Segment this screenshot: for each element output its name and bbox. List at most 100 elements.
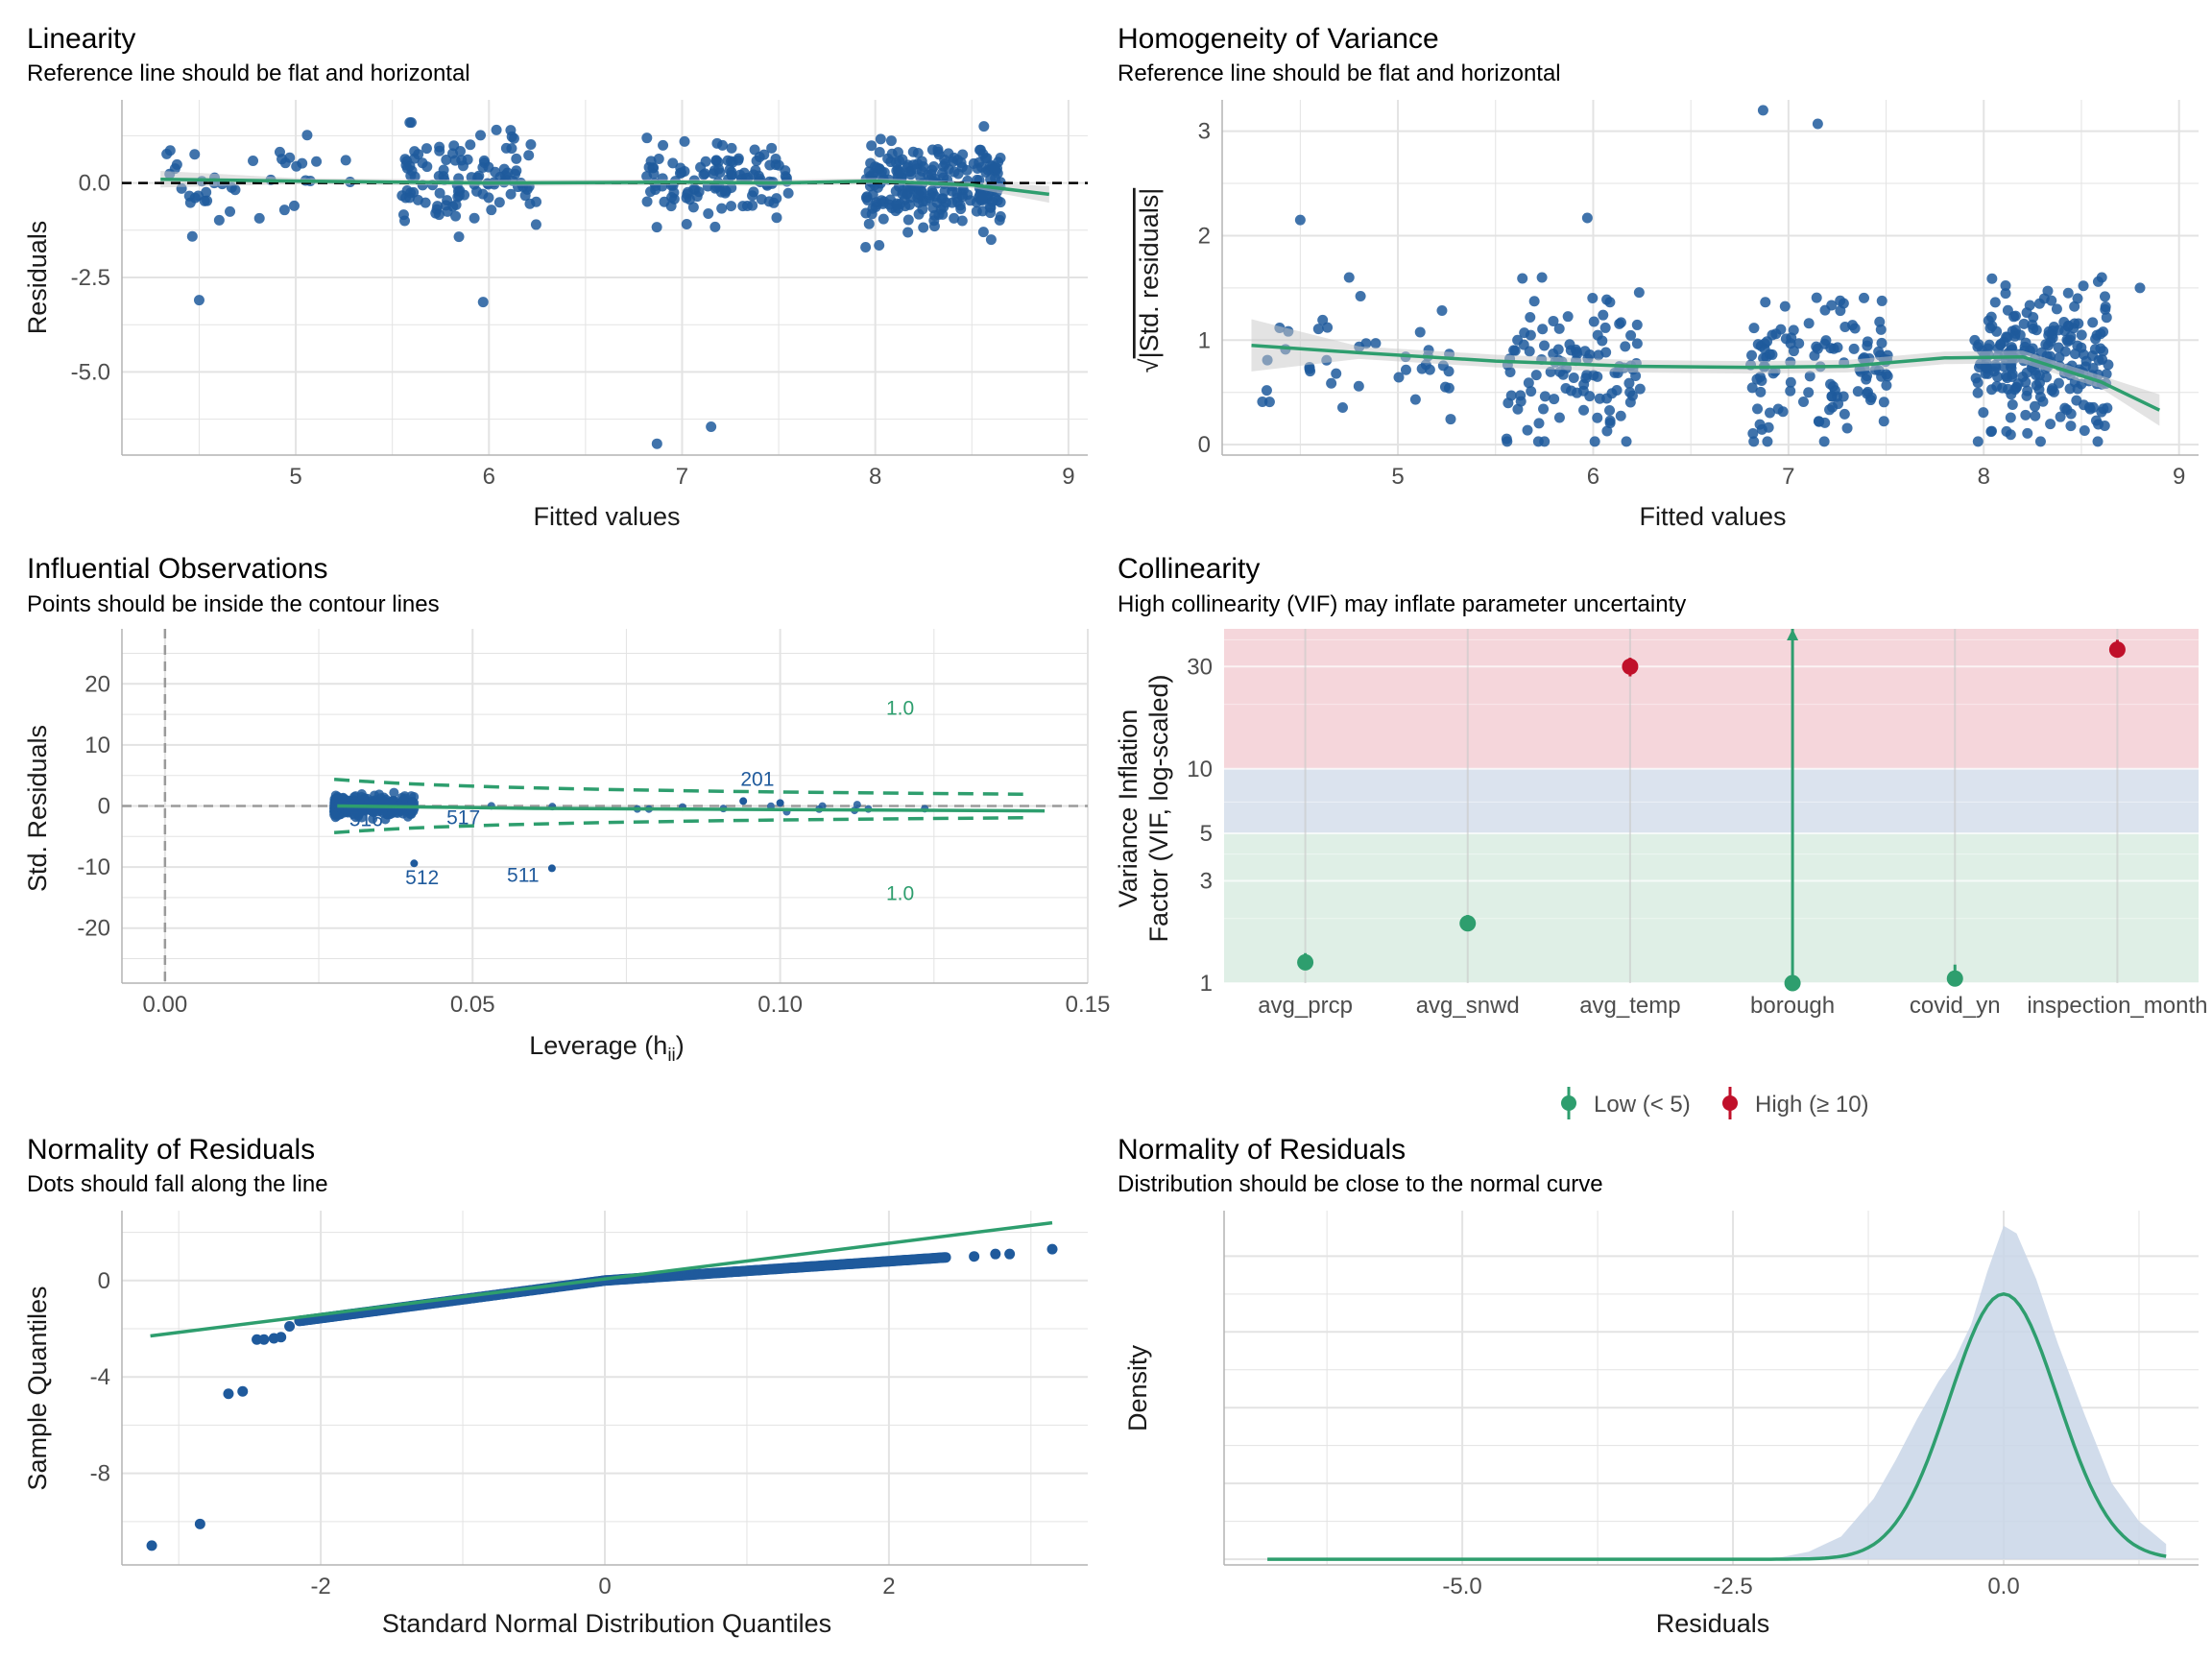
influential-subtitle: Points should be inside the contour line…: [27, 591, 440, 617]
collinearity-y-tick-label: 10: [1187, 757, 1213, 782]
linearity-point: [949, 166, 960, 178]
homogeneity-point: [1986, 320, 1998, 331]
homogeneity-point: [2073, 318, 2084, 329]
linearity-point: [912, 148, 924, 159]
linearity-point: [479, 156, 491, 168]
homogeneity-point: [2007, 372, 2018, 383]
influential-y-tick-label: -10: [77, 854, 110, 880]
homogeneity-point: [1517, 273, 1528, 284]
homogeneity-point: [1777, 406, 1789, 418]
homogeneity-point: [2101, 312, 2112, 324]
linearity-point: [995, 197, 1006, 208]
collinearity-low-zone: [1224, 832, 2199, 983]
homogeneity-point: [1598, 309, 1609, 321]
homogeneity-point: [2021, 390, 2032, 401]
linearity-point: [651, 222, 662, 233]
homogeneity-y-tick-label: 2: [1198, 223, 1211, 249]
homogeneity-outlier-point: [1294, 214, 1306, 226]
linearity-point: [521, 183, 533, 195]
linearity-point: [473, 170, 485, 181]
linearity-point: [199, 195, 210, 206]
linearity-point: [502, 167, 514, 179]
linearity-point: [866, 140, 878, 152]
homogeneity-point: [2007, 399, 2018, 411]
homogeneity-point: [1445, 414, 1456, 425]
linearity-outlier-point: [706, 421, 717, 432]
influential-contour-label-upper: 1.0: [886, 698, 914, 720]
linearity-point: [189, 192, 201, 204]
linearity-point: [766, 142, 778, 154]
homogeneity-point: [1537, 324, 1549, 335]
linearity-x-tick-label: 5: [289, 464, 301, 490]
qq-tail-point: [223, 1388, 234, 1400]
qq-title: Normality of Residuals: [27, 1134, 315, 1166]
collinearity-plot: 1 3 5 10 30 avg_prcp avg_snwd avg_temp borough co…: [1187, 629, 2207, 1019]
linearity-point: [903, 199, 915, 210]
sqrt-symbol: √: [1135, 358, 1164, 373]
homogeneity-point: [1858, 292, 1869, 303]
homogeneity-point: [2045, 419, 2056, 430]
leverage-label-sub: ii: [667, 1046, 675, 1066]
linearity-x-tick-label: 6: [483, 464, 495, 490]
linearity-point: [863, 218, 875, 229]
homogeneity-x-tick-label: 8: [1978, 464, 1990, 490]
homogeneity-xlabel: Fitted values: [1639, 502, 1786, 531]
homogeneity-point: [1811, 292, 1822, 303]
linearity-point: [493, 197, 505, 208]
homogeneity-point: [1601, 393, 1613, 404]
homogeneity-point: [2030, 410, 2041, 421]
homogeneity-point: [1414, 326, 1426, 338]
linearity-point: [878, 198, 889, 209]
density-plot: -5.0 -2.5 0.0: [1223, 1211, 2199, 1599]
homogeneity-point: [1526, 386, 1537, 397]
linearity-point: [891, 198, 902, 209]
linearity-point: [991, 162, 1002, 174]
linearity-point: [434, 141, 445, 153]
homogeneity-point: [1400, 364, 1411, 375]
linearity-point: [902, 214, 914, 226]
qq-tail-point: [969, 1251, 980, 1262]
homogeneity-point: [1336, 401, 1348, 413]
collinearity-category-label: avg_snwd: [1416, 993, 1520, 1019]
homogeneity-point: [1764, 407, 1775, 419]
influential-outlier-point: [410, 859, 419, 868]
homogeneity-point: [2001, 425, 2012, 437]
linearity-point: [420, 197, 431, 208]
linearity-point: [679, 165, 690, 177]
linearity-point: [225, 205, 236, 217]
linearity-point: [885, 135, 897, 147]
homogeneity-point: [1878, 416, 1889, 427]
homogeneity-point: [1592, 412, 1603, 423]
homogeneity-point: [1803, 318, 1815, 329]
qq-tail-point: [258, 1334, 270, 1345]
homogeneity-point: [1257, 396, 1268, 407]
homogeneity-point: [1601, 294, 1613, 305]
homogeneity-point: [1597, 335, 1608, 347]
homogeneity-point: [1592, 371, 1603, 382]
homogeneity-point: [2093, 419, 2104, 430]
homogeneity-point: [2100, 303, 2111, 315]
homogeneity-point: [1788, 325, 1799, 336]
linearity-point: [248, 155, 259, 166]
homogeneity-point: [2069, 301, 2080, 312]
homogeneity-point: [1754, 419, 1766, 430]
homogeneity-point: [2043, 329, 2055, 341]
linearity-subtitle: Reference line should be flat and horizo…: [27, 60, 470, 86]
linearity-outlier-point: [477, 297, 489, 308]
density-area: [1770, 1225, 2167, 1560]
homogeneity-outlier-point: [1757, 105, 1768, 116]
influential-point: [356, 789, 367, 800]
linearity-point: [278, 204, 290, 216]
collinearity-ylabel-line1: Variance Inflation: [1114, 709, 1142, 908]
linearity-point: [913, 197, 925, 208]
qq-y-tick-label: -4: [90, 1364, 110, 1390]
linearity-point: [409, 146, 421, 157]
homogeneity-point: [1746, 382, 1758, 394]
density-normal-curve: [1267, 1291, 2167, 1561]
qq-x-tick-label: 2: [882, 1574, 895, 1599]
homogeneity-point: [2012, 378, 2024, 390]
homogeneity-point: [2020, 409, 2032, 421]
homogeneity-point: [1811, 341, 1822, 352]
homogeneity-point: [2033, 298, 2045, 309]
